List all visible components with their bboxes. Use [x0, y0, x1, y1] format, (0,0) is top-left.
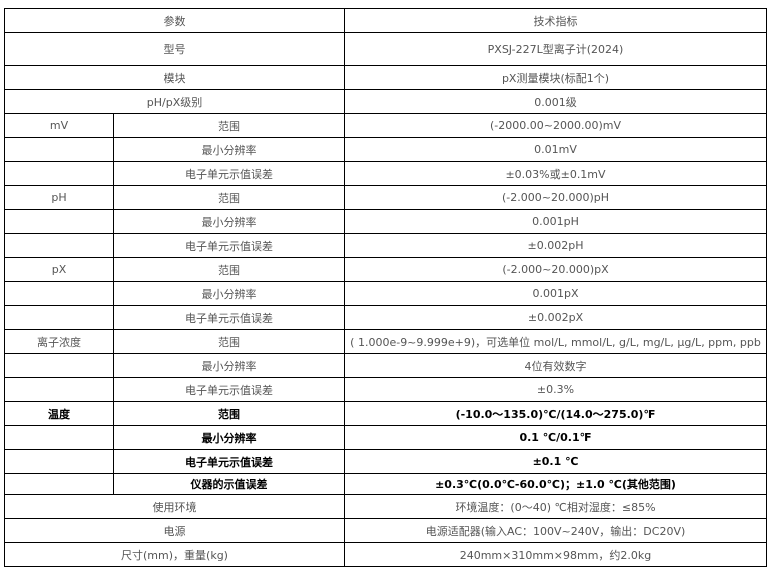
- table-row: 电子单元示值误差 ±0.002pH: [4, 233, 767, 258]
- spec-cell: (-2000.00~2000.00)mV: [344, 113, 767, 138]
- param-cell: 范围: [113, 329, 345, 354]
- param-cell: 最小分辨率: [113, 281, 345, 306]
- group-cell: 离子浓度: [4, 329, 114, 354]
- param-cell: 电子单元示值误差: [113, 377, 345, 402]
- table-row: 最小分辨率 4位有效数字: [4, 353, 767, 378]
- spec-cell: (-2.000~20.000)pX: [344, 257, 767, 282]
- table-row: 电子单元示值误差 ±0.002pX: [4, 305, 767, 330]
- spec-cell: 4位有效数字: [344, 353, 767, 378]
- spec-cell: 0.1 ℃/0.1℉: [344, 425, 767, 450]
- header-spec: 技术指标: [344, 8, 767, 33]
- group-cell: [4, 161, 114, 186]
- table-row: 最小分辨率 0.01mV: [4, 137, 767, 162]
- spec-cell: (-2.000~20.000)pH: [344, 185, 767, 210]
- spec-cell: ±0.3%: [344, 377, 767, 402]
- param-cell: 最小分辨率: [113, 209, 345, 234]
- param-cell: 电子单元示值误差: [113, 161, 345, 186]
- param-cell: pH/pX级别: [4, 89, 345, 114]
- table-row: 离子浓度 范围( 1.000e-9~9.999e+9)，可选单位 mol/L, m…: [4, 329, 767, 354]
- spec-cell: ±0.3℃(0.0℃-60.0℃)；±1.0 ℃(其他范围): [344, 473, 767, 495]
- spec-cell: 0.01mV: [344, 137, 767, 162]
- header-row: 参数 技术指标: [4, 8, 767, 33]
- group-cell: [4, 233, 114, 258]
- table-row: pH 范围 (-2.000~20.000)pH: [4, 185, 767, 210]
- spec-table: 参数 技术指标 型号 PXSJ-227L型离子计(2024) 模块 pX测量模块(标配…: [4, 8, 767, 567]
- param-cell: 最小分辨率: [113, 137, 345, 162]
- group-cell: mV: [4, 113, 114, 138]
- group-cell: [4, 425, 114, 450]
- param-cell: 模块: [4, 65, 345, 90]
- table-row: 电子单元示值误差 ±0.3%: [4, 377, 767, 402]
- group-cell: [4, 137, 114, 162]
- param-cell: 电子单元示值误差: [113, 305, 345, 330]
- spec-cell: 0.001pX: [344, 281, 767, 306]
- param-cell: 范围: [113, 401, 345, 426]
- group-cell: pX: [4, 257, 114, 282]
- param-cell: 电子单元示值误差: [113, 449, 345, 474]
- param-cell: 使用环境: [4, 494, 345, 519]
- group-cell: [4, 209, 114, 234]
- spec-cell: 0.001pH: [344, 209, 767, 234]
- header-param: 参数: [4, 8, 345, 33]
- spec-cell: ±0.03%或±0.1mV: [344, 161, 767, 186]
- table-row: 最小分辨率 0.001pH: [4, 209, 767, 234]
- spec-cell: ( 1.000e-9~9.999e+9)，可选单位 mol/L, mmol/L,…: [344, 329, 767, 354]
- spec-cell: 电源适配器(输入AC：100V~240V，输出：DC20V): [344, 518, 767, 543]
- param-cell: 型号: [4, 32, 345, 66]
- spec-cell: ±0.1 ℃: [344, 449, 767, 474]
- group-cell: [4, 377, 114, 402]
- table-row: 使用环境 环境温度：(0～40) ℃相对湿度：≤85%: [4, 494, 767, 519]
- spec-cell: 0.001级: [344, 89, 767, 114]
- param-cell: 最小分辨率: [113, 353, 345, 378]
- group-cell: [4, 449, 114, 474]
- spec-cell: (-10.0～135.0)℃/(14.0～275.0)℉: [344, 401, 767, 426]
- table-row: 仪器的示值误差 ±0.3℃(0.0℃-60.0℃)；±1.0 ℃(其他范围): [4, 473, 767, 495]
- param-cell: 范围: [113, 185, 345, 210]
- table-row: 温度 范围 (-10.0～135.0)℃/(14.0～275.0)℉: [4, 401, 767, 426]
- table-row: 电子单元示值误差 ±0.1 ℃: [4, 449, 767, 474]
- table-row: pH/pX级别 0.001级: [4, 89, 767, 114]
- spec-cell: ±0.002pH: [344, 233, 767, 258]
- group-cell: [4, 305, 114, 330]
- table-row: 电子单元示值误差 ±0.03%或±0.1mV: [4, 161, 767, 186]
- spec-cell: 240mm×310mm×98mm，约2.0kg: [344, 542, 767, 567]
- param-cell: 尺寸(mm)，重量(kg): [4, 542, 345, 567]
- group-cell: [4, 281, 114, 306]
- table-row: 型号 PXSJ-227L型离子计(2024): [4, 32, 767, 66]
- table-row: 模块 pX测量模块(标配1个): [4, 65, 767, 90]
- spec-cell: pX测量模块(标配1个): [344, 65, 767, 90]
- group-cell: [4, 353, 114, 378]
- param-cell: 仪器的示值误差: [113, 473, 345, 495]
- param-cell: 范围: [113, 113, 345, 138]
- spec-cell: ±0.002pX: [344, 305, 767, 330]
- table-row: mV 范围 (-2000.00~2000.00)mV: [4, 113, 767, 138]
- param-cell: 范围: [113, 257, 345, 282]
- param-cell: 电源: [4, 518, 345, 543]
- table-row: 最小分辨率 0.1 ℃/0.1℉: [4, 425, 767, 450]
- group-cell: pH: [4, 185, 114, 210]
- group-cell: [4, 473, 114, 495]
- table-row: pX 范围 (-2.000~20.000)pX: [4, 257, 767, 282]
- table-row: 最小分辨率 0.001pX: [4, 281, 767, 306]
- table-row: 尺寸(mm)，重量(kg) 240mm×310mm×98mm，约2.0kg: [4, 542, 767, 567]
- spec-cell: 环境温度：(0～40) ℃相对湿度：≤85%: [344, 494, 767, 519]
- param-cell: 电子单元示值误差: [113, 233, 345, 258]
- group-cell: 温度: [4, 401, 114, 426]
- spec-cell: PXSJ-227L型离子计(2024): [344, 32, 767, 66]
- table-row: 电源 电源适配器(输入AC：100V~240V，输出：DC20V): [4, 518, 767, 543]
- param-cell: 最小分辨率: [113, 425, 345, 450]
